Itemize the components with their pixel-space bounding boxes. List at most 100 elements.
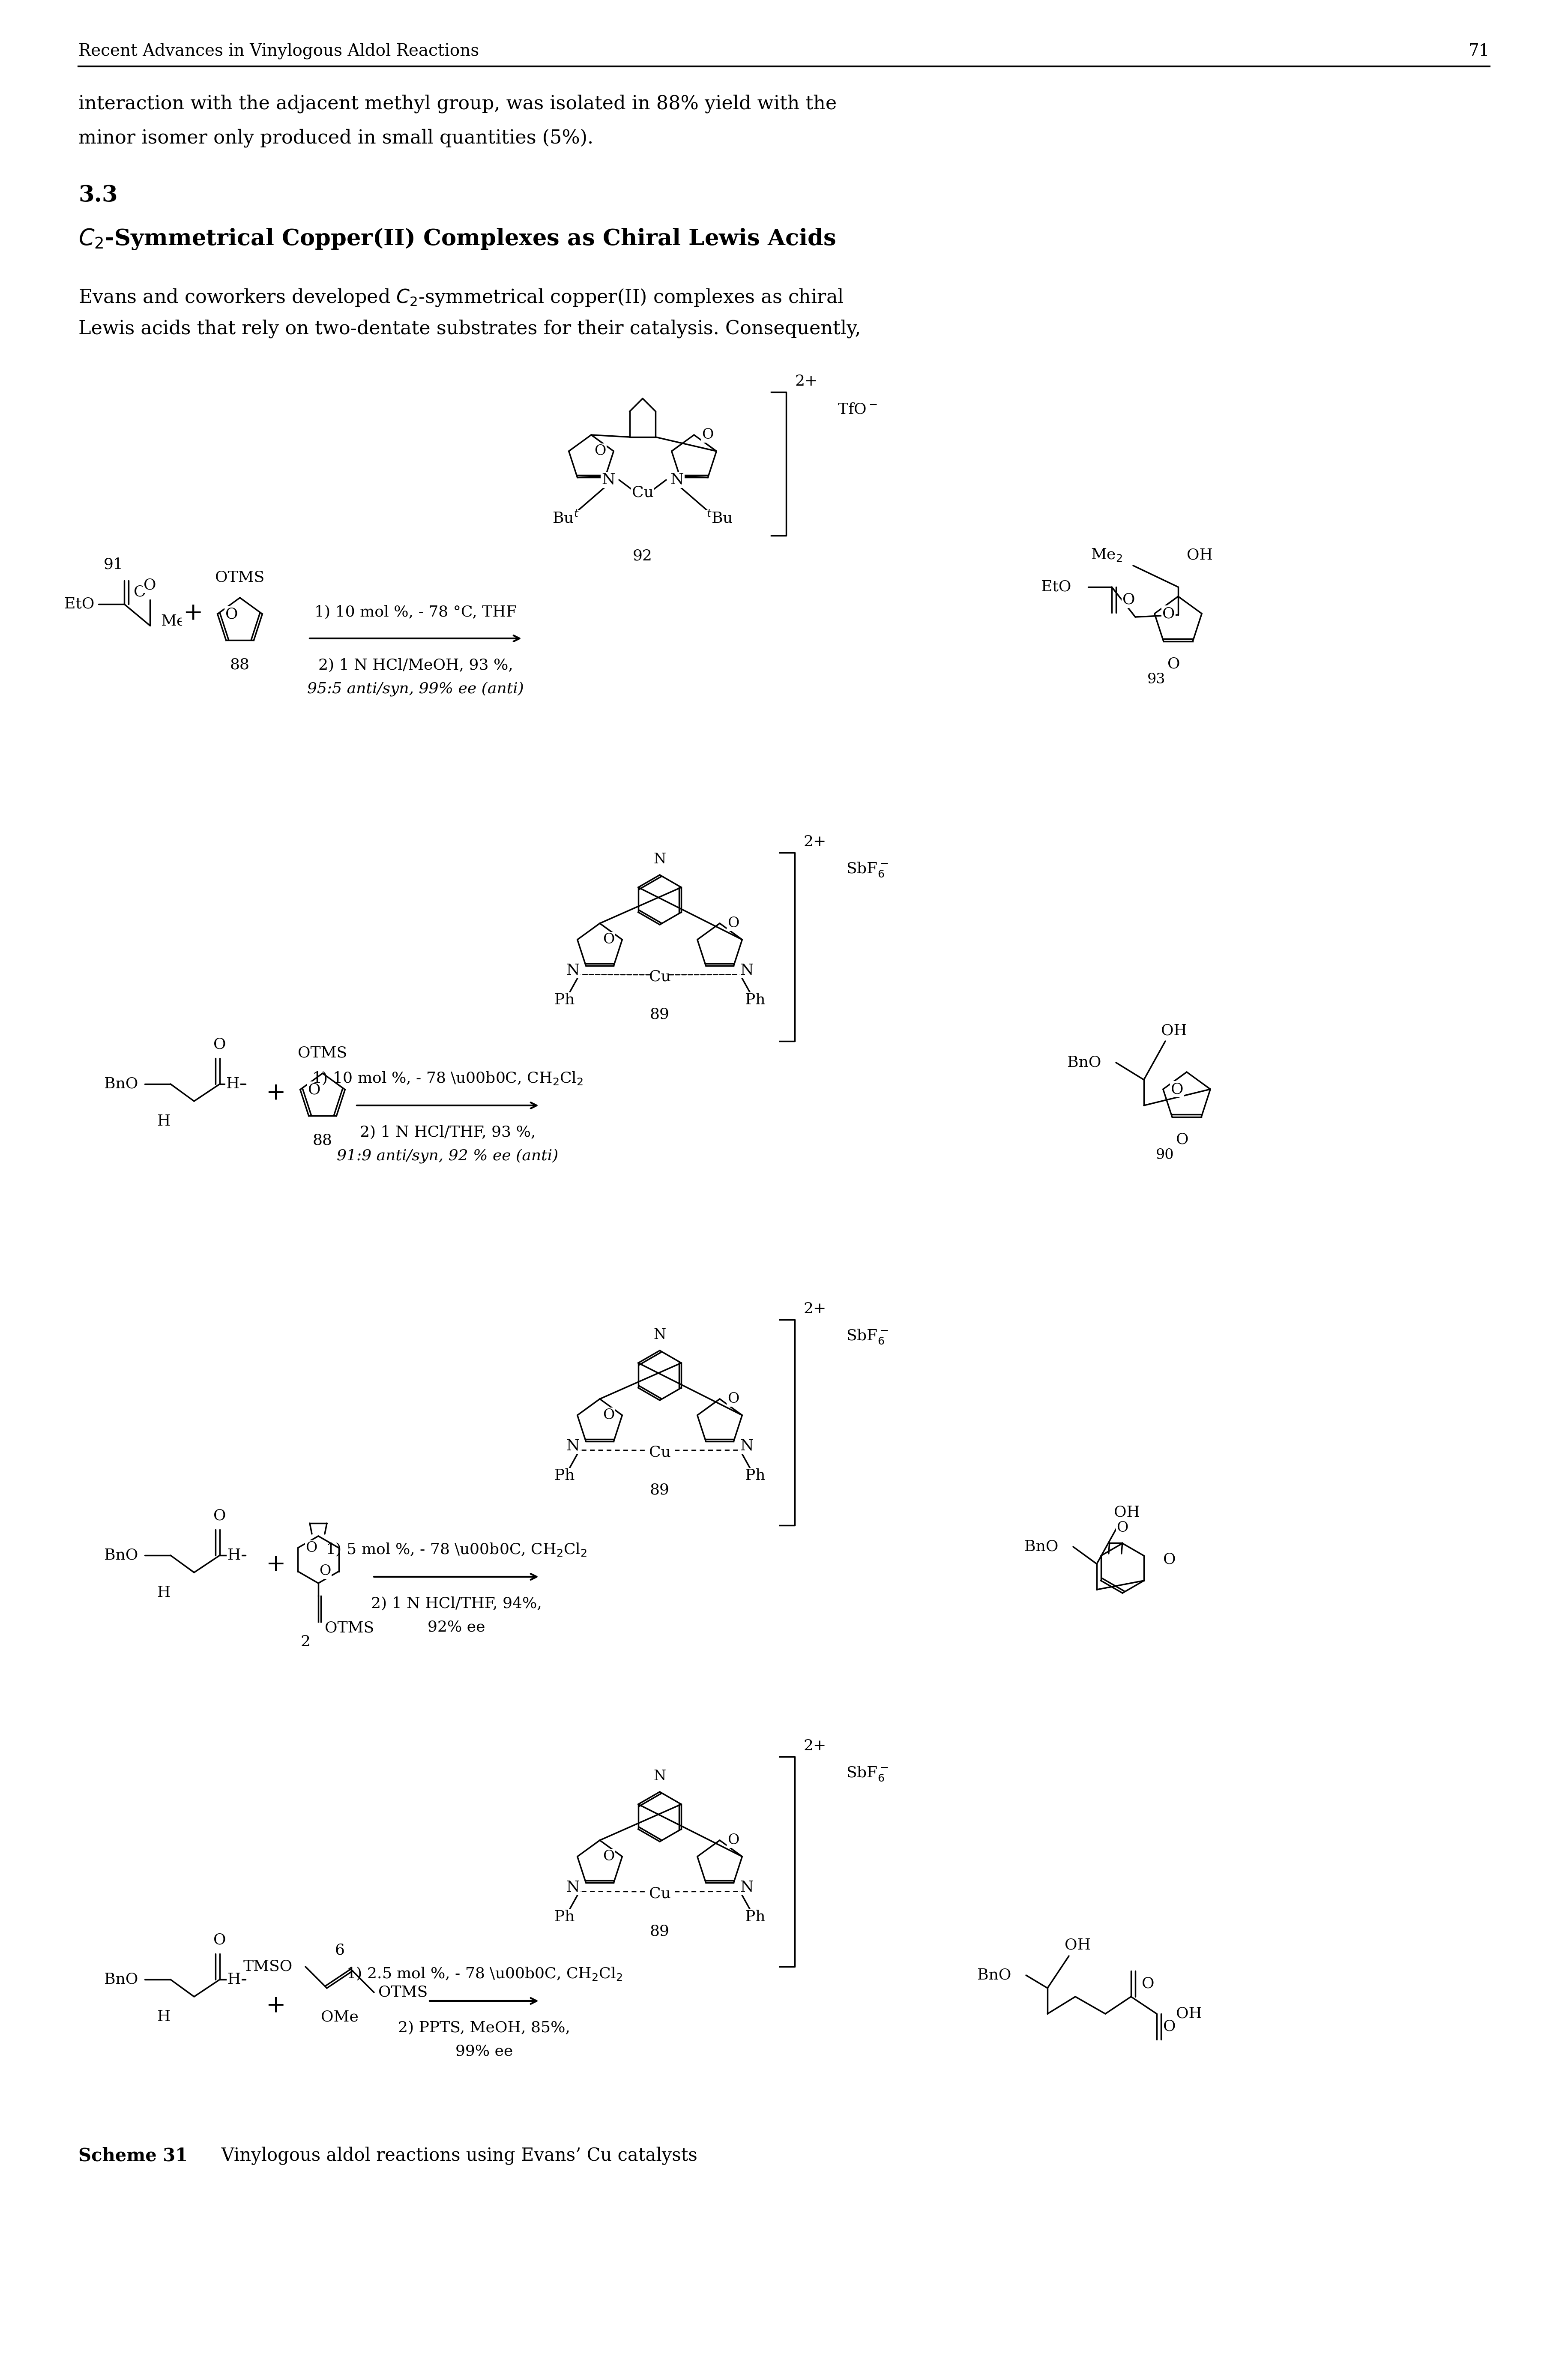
- Text: 92% ee: 92% ee: [428, 1619, 485, 1634]
- Text: 2: 2: [301, 1634, 310, 1650]
- Text: 3.3: 3.3: [78, 183, 118, 207]
- Text: O: O: [213, 1933, 226, 1948]
- Text: 99% ee: 99% ee: [455, 2043, 513, 2059]
- Text: 6: 6: [336, 1943, 345, 1957]
- Text: O: O: [702, 428, 713, 442]
- Text: 89: 89: [649, 1006, 670, 1023]
- Text: N: N: [740, 1439, 754, 1453]
- Text: Ph: Ph: [555, 994, 575, 1008]
- Text: OH: OH: [1113, 1505, 1140, 1520]
- Text: OH: OH: [1176, 2007, 1203, 2021]
- Text: N: N: [670, 473, 684, 487]
- Text: Bu$^t$: Bu$^t$: [552, 511, 579, 526]
- Text: O: O: [1171, 1082, 1184, 1096]
- Text: O: O: [320, 1565, 331, 1579]
- Text: 2+: 2+: [795, 373, 817, 388]
- Text: O: O: [728, 916, 739, 930]
- Text: minor isomer only produced in small quantities (5%).: minor isomer only produced in small quan…: [78, 128, 593, 147]
- Text: 88: 88: [312, 1134, 332, 1149]
- Text: 88: 88: [230, 659, 249, 673]
- Text: 1) 10 mol %, - 78 °C, THF: 1) 10 mol %, - 78 °C, THF: [315, 604, 516, 618]
- Text: N: N: [566, 963, 580, 977]
- Text: N: N: [740, 963, 754, 977]
- Text: O: O: [1168, 656, 1181, 671]
- Text: TfO$^-$: TfO$^-$: [837, 402, 878, 416]
- Text: 71: 71: [1469, 43, 1490, 59]
- Text: H: H: [227, 1548, 241, 1562]
- Text: 90: 90: [1156, 1149, 1174, 1163]
- Text: BnO: BnO: [977, 1969, 1011, 1983]
- Text: Ph: Ph: [745, 1470, 765, 1484]
- Text: N: N: [740, 1881, 754, 1895]
- Text: O: O: [307, 1082, 320, 1096]
- Text: +: +: [265, 1993, 285, 2017]
- Text: SbF$_6^-$: SbF$_6^-$: [847, 1329, 889, 1346]
- Text: H: H: [226, 1077, 240, 1092]
- Text: N: N: [566, 1439, 580, 1453]
- Text: 91:9 anti/syn, 92 % ee (anti): 91:9 anti/syn, 92 % ee (anti): [337, 1149, 558, 1163]
- Text: O: O: [226, 606, 238, 621]
- Text: Lewis acids that rely on two-dentate substrates for their catalysis. Consequentl: Lewis acids that rely on two-dentate sub…: [78, 319, 861, 338]
- Text: N: N: [602, 473, 615, 487]
- Text: O: O: [728, 1833, 739, 1848]
- Text: Cu: Cu: [649, 1886, 671, 1900]
- Text: 2) PPTS, MeOH, 85%,: 2) PPTS, MeOH, 85%,: [398, 2021, 571, 2036]
- Text: OTMS: OTMS: [325, 1622, 375, 1636]
- Text: Evans and coworkers developed $C_2$-symmetrical copper(II) complexes as chiral: Evans and coworkers developed $C_2$-symm…: [78, 288, 844, 307]
- Text: O: O: [1163, 2019, 1176, 2033]
- Text: O: O: [602, 1850, 615, 1864]
- Text: H: H: [157, 1113, 171, 1130]
- Text: O: O: [306, 1541, 317, 1555]
- Text: Ph: Ph: [745, 994, 765, 1008]
- Text: 95:5 anti/syn, 99% ee (anti): 95:5 anti/syn, 99% ee (anti): [307, 680, 524, 697]
- Text: O: O: [213, 1508, 226, 1524]
- Text: interaction with the adjacent methyl group, was isolated in 88% yield with the: interaction with the adjacent methyl gro…: [78, 95, 837, 114]
- Text: O: O: [594, 445, 605, 459]
- Text: O: O: [144, 578, 157, 592]
- Text: OTMS: OTMS: [378, 1986, 428, 2000]
- Text: O: O: [728, 1391, 739, 1405]
- Text: Me$_2$: Me$_2$: [1091, 547, 1123, 564]
- Text: N: N: [566, 1881, 580, 1895]
- Text: SbF$_6^-$: SbF$_6^-$: [847, 1764, 889, 1784]
- Text: 1) 10 mol %, - 78 \u00b0C, CH$_2$Cl$_2$: 1) 10 mol %, - 78 \u00b0C, CH$_2$Cl$_2$: [312, 1070, 583, 1087]
- Text: BnO: BnO: [103, 1971, 138, 1986]
- Text: Scheme 31: Scheme 31: [78, 2147, 188, 2164]
- Text: BnO: BnO: [1066, 1056, 1101, 1070]
- Text: O: O: [602, 932, 615, 946]
- Text: OH: OH: [1187, 547, 1212, 561]
- Text: 91: 91: [103, 556, 124, 573]
- Text: BnO: BnO: [103, 1548, 138, 1562]
- Text: 92: 92: [633, 549, 652, 564]
- Text: +: +: [265, 1553, 285, 1577]
- Text: O: O: [602, 1408, 615, 1422]
- Text: EtO: EtO: [64, 597, 94, 611]
- Text: BnO: BnO: [1024, 1539, 1058, 1555]
- Text: O: O: [1176, 1132, 1189, 1146]
- Text: 2+: 2+: [803, 1738, 826, 1753]
- Text: Recent Advances in Vinylogous Aldol Reactions: Recent Advances in Vinylogous Aldol Reac…: [78, 43, 480, 59]
- Text: 93: 93: [1148, 673, 1165, 687]
- Text: O: O: [1142, 1976, 1154, 1990]
- Text: 2+: 2+: [803, 1301, 826, 1317]
- Text: 2+: 2+: [803, 835, 826, 849]
- Text: 2) 1 N HCl/THF, 93 %,: 2) 1 N HCl/THF, 93 %,: [359, 1125, 536, 1139]
- Text: OH: OH: [1065, 1938, 1091, 1952]
- Text: N: N: [654, 1769, 666, 1784]
- Text: Cu: Cu: [632, 485, 654, 499]
- Text: 2) 1 N HCl/MeOH, 93 %,: 2) 1 N HCl/MeOH, 93 %,: [318, 659, 513, 673]
- Text: H: H: [157, 1586, 171, 1600]
- Text: 2) 1 N HCl/THF, 94%,: 2) 1 N HCl/THF, 94%,: [370, 1596, 541, 1610]
- Text: Ph: Ph: [745, 1910, 765, 1924]
- Text: 89: 89: [649, 1481, 670, 1498]
- Text: OTMS: OTMS: [298, 1046, 347, 1061]
- Text: OTMS: OTMS: [215, 571, 265, 585]
- Text: 1) 5 mol %, - 78 \u00b0C, CH$_2$Cl$_2$: 1) 5 mol %, - 78 \u00b0C, CH$_2$Cl$_2$: [326, 1541, 586, 1558]
- Text: Me: Me: [160, 614, 185, 628]
- Text: EtO: EtO: [1041, 580, 1071, 594]
- Text: H: H: [227, 1971, 241, 1986]
- Text: 1) 2.5 mol %, - 78 \u00b0C, CH$_2$Cl$_2$: 1) 2.5 mol %, - 78 \u00b0C, CH$_2$Cl$_2$: [347, 1964, 622, 1981]
- Text: N: N: [654, 854, 666, 866]
- Text: OH: OH: [1160, 1023, 1187, 1037]
- Text: Vinylogous aldol reactions using Evans’ Cu catalysts: Vinylogous aldol reactions using Evans’ …: [210, 2147, 698, 2164]
